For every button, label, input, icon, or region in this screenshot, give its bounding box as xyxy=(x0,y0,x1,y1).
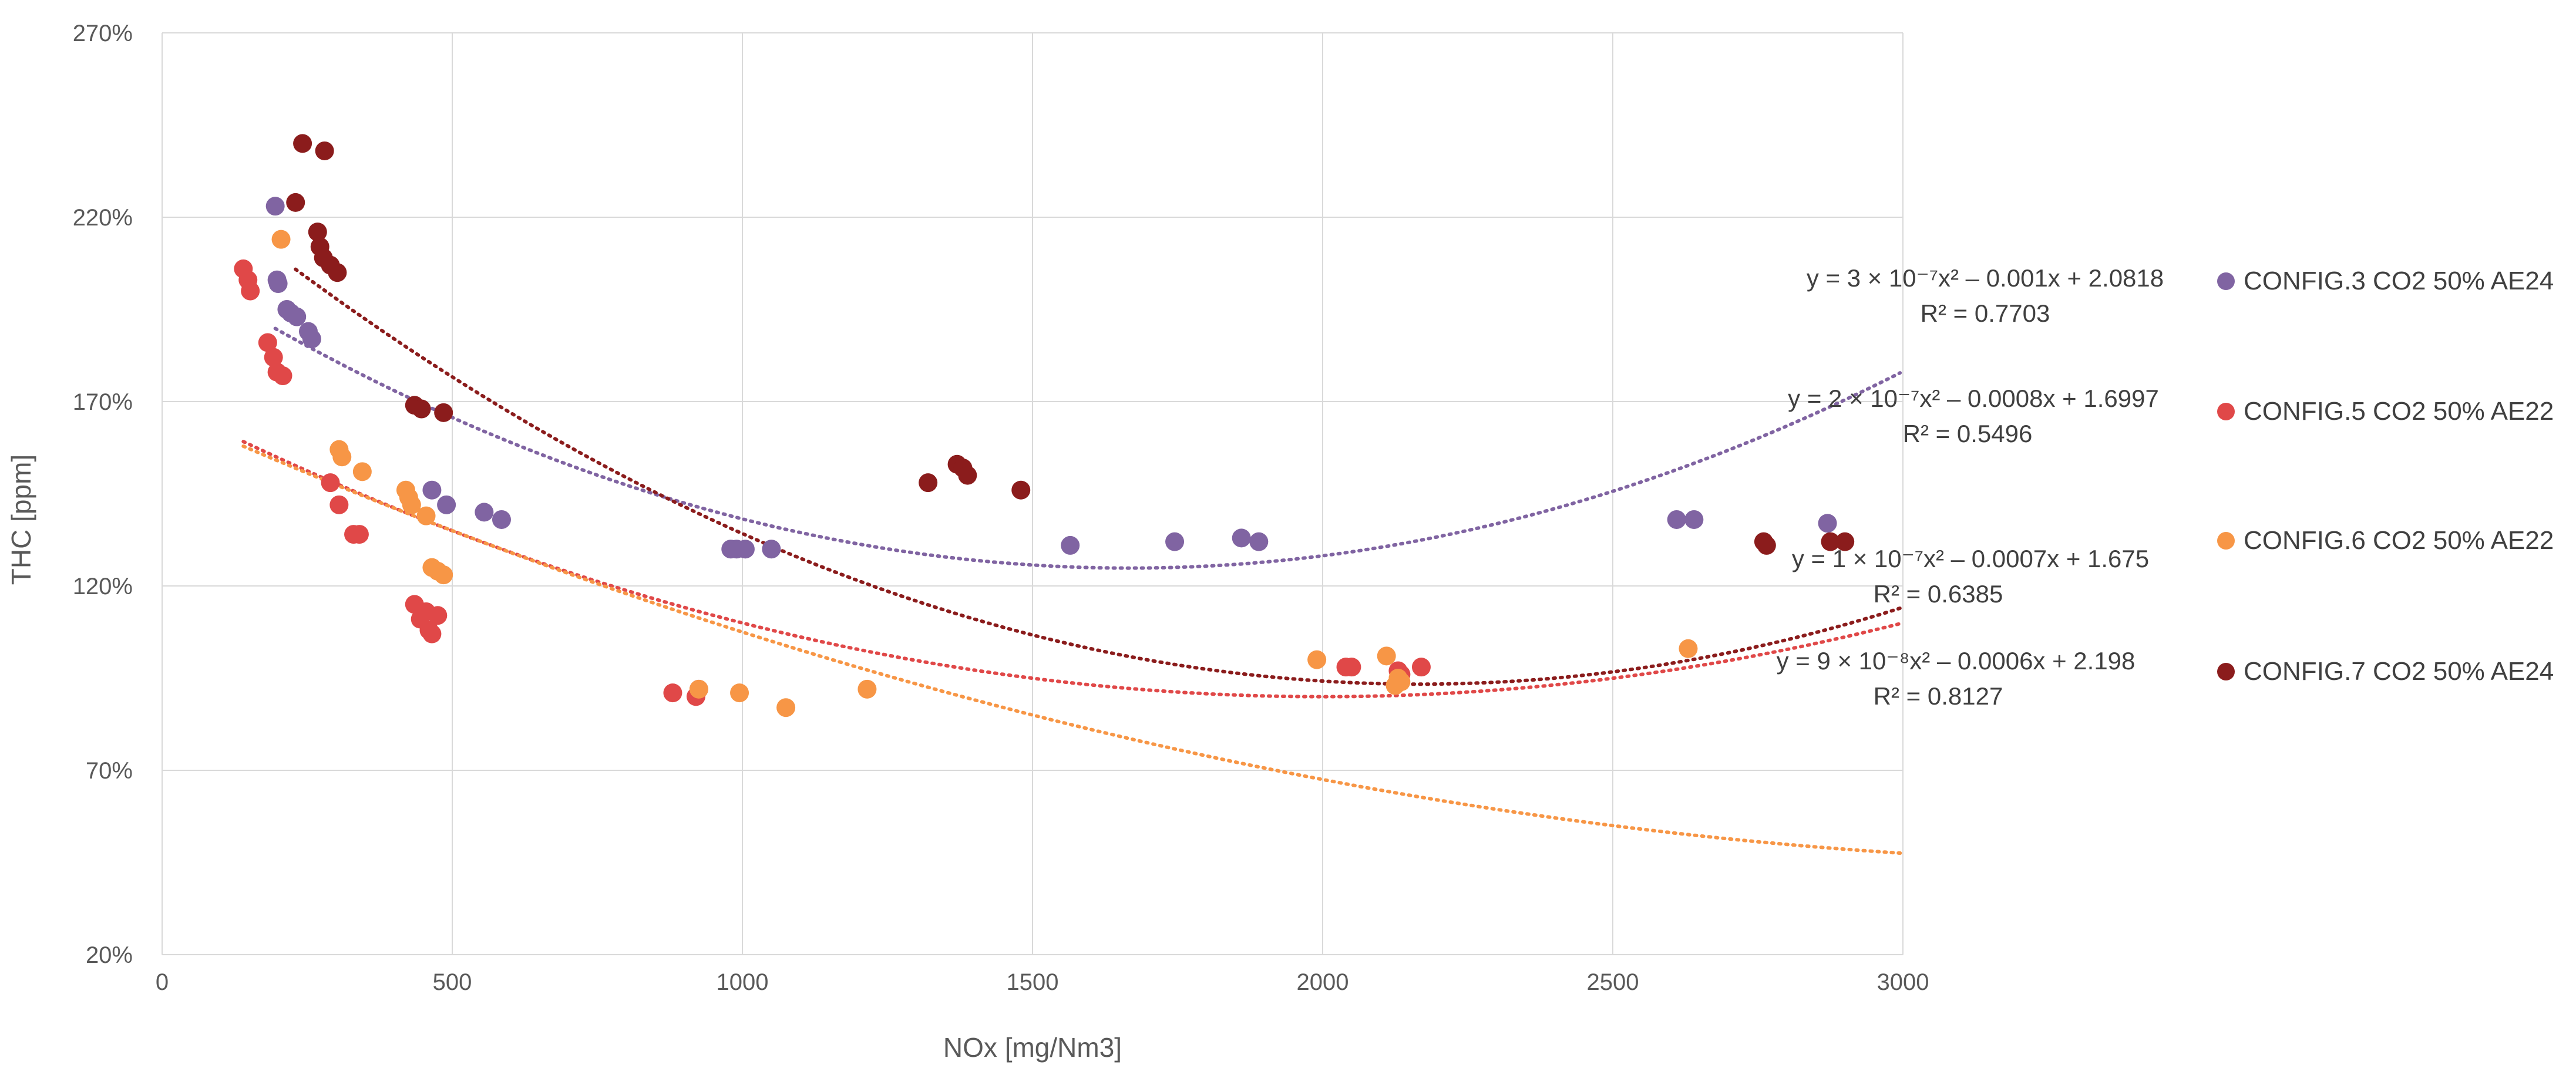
data-point-series-2 xyxy=(663,683,682,703)
data-point-series-3 xyxy=(271,230,291,249)
legend-label-1: CONFIG.3 CO2 50% AE24 xyxy=(2244,267,2554,295)
y-tick-label: 20% xyxy=(86,942,133,968)
data-point-series-1 xyxy=(268,274,288,294)
trendline-equation-4: y = 9 × 10⁻⁸x² – 0.0006x + 2.198 xyxy=(1777,647,2136,675)
data-point-series-3 xyxy=(1391,672,1411,692)
data-point-series-4 xyxy=(328,263,347,282)
legend-marker-2 xyxy=(2217,403,2235,420)
trendline-r2-4: R² = 0.8127 xyxy=(1874,682,2003,710)
data-point-series-1 xyxy=(1249,532,1269,551)
data-point-series-1 xyxy=(265,197,285,216)
data-point-series-2 xyxy=(241,281,260,301)
data-point-series-1 xyxy=(437,495,456,514)
data-point-series-3 xyxy=(730,683,749,703)
trendline-equation-2: y = 2 × 10⁻⁷x² – 0.0008x + 1.6997 xyxy=(1788,385,2159,412)
data-point-series-3 xyxy=(402,495,421,514)
x-tick-label: 2500 xyxy=(1587,969,1639,995)
data-point-series-4 xyxy=(919,473,938,493)
x-axis-title: NOx [mg/Nm3] xyxy=(943,1032,1122,1063)
x-tick-label: 0 xyxy=(156,969,169,995)
data-points xyxy=(234,134,1855,717)
trendlines xyxy=(241,267,1905,855)
trendline-series-1 xyxy=(273,326,1902,570)
legend-marker-3 xyxy=(2217,532,2235,550)
tick-labels: 0 500 1000 1500 2000 2500 3000 20% 70% 120% 170% 22… xyxy=(73,21,1929,995)
data-point-series-1 xyxy=(1818,514,1837,533)
data-point-series-4 xyxy=(286,193,305,212)
data-point-series-3 xyxy=(352,462,372,481)
x-tick-label: 2000 xyxy=(1297,969,1349,995)
data-point-series-1 xyxy=(1165,532,1185,551)
data-point-series-2 xyxy=(329,495,349,514)
data-point-series-2 xyxy=(428,606,448,625)
x-tick-label: 3000 xyxy=(1877,969,1929,995)
y-tick-label: 220% xyxy=(73,205,133,231)
y-tick-label: 270% xyxy=(73,21,133,46)
trendline-equations: y = 3 × 10⁻⁷x² – 0.001x + 2.0818 R² = 0.7… xyxy=(1777,264,2164,710)
x-tick-label: 1500 xyxy=(1007,969,1059,995)
data-point-series-4 xyxy=(1821,532,1840,551)
data-point-series-3 xyxy=(1307,650,1327,669)
data-point-series-4 xyxy=(434,403,453,422)
data-point-series-1 xyxy=(302,329,321,349)
data-point-series-4 xyxy=(1757,535,1776,555)
trendline-series-2 xyxy=(241,440,1905,699)
data-point-series-1 xyxy=(1684,510,1704,529)
data-point-series-1 xyxy=(475,503,494,522)
y-tick-label: 70% xyxy=(86,758,133,784)
data-point-series-1 xyxy=(1667,510,1686,529)
legend-label-3: CONFIG.6 CO2 50% AE22 xyxy=(2244,526,2554,555)
legend-label-2: CONFIG.5 CO2 50% AE22 xyxy=(2244,397,2554,426)
data-point-series-4 xyxy=(958,466,977,485)
data-point-series-2 xyxy=(273,366,292,386)
legend: CONFIG.3 CO2 50% AE24 CONFIG.5 CO2 50% AE… xyxy=(2217,267,2554,686)
data-point-series-1 xyxy=(1061,535,1080,555)
data-point-series-2 xyxy=(264,348,283,367)
data-point-series-3 xyxy=(332,447,352,467)
y-axis-title: THC [ppm] xyxy=(6,454,36,585)
trendline-equation-1: y = 3 × 10⁻⁷x² – 0.001x + 2.0818 xyxy=(1807,264,2164,292)
data-point-series-2 xyxy=(1411,658,1431,677)
data-point-series-1 xyxy=(287,307,307,326)
data-point-series-3 xyxy=(776,698,796,717)
trendline-equation-3: y = 1 × 10⁻⁷x² – 0.0007x + 1.675 xyxy=(1792,545,2149,572)
data-point-series-3 xyxy=(689,679,708,699)
trendline-r2-1: R² = 0.7703 xyxy=(1921,299,2050,327)
data-point-series-2 xyxy=(349,525,369,544)
data-point-series-4 xyxy=(293,134,312,153)
data-point-series-1 xyxy=(762,540,781,559)
data-point-series-1 xyxy=(1232,528,1251,548)
trendline-series-4 xyxy=(294,267,1905,686)
x-tick-label: 1000 xyxy=(717,969,769,995)
data-point-series-3 xyxy=(416,506,436,525)
data-point-series-4 xyxy=(412,399,431,419)
grid-lines xyxy=(162,32,1904,955)
data-point-series-1 xyxy=(422,480,442,500)
x-tick-label: 500 xyxy=(433,969,472,995)
trendline-r2-3: R² = 0.6385 xyxy=(1874,580,2003,608)
data-point-series-2 xyxy=(1342,658,1361,677)
y-tick-label: 170% xyxy=(73,389,133,415)
data-point-series-4 xyxy=(1835,532,1855,551)
data-point-series-2 xyxy=(258,333,277,352)
data-point-series-3 xyxy=(1679,639,1698,658)
y-tick-label: 120% xyxy=(73,574,133,599)
data-point-series-1 xyxy=(735,540,755,559)
data-point-series-2 xyxy=(321,473,340,493)
legend-label-4: CONFIG.7 CO2 50% AE24 xyxy=(2244,657,2554,686)
data-point-series-4 xyxy=(308,223,327,242)
trendline-series-3 xyxy=(241,444,1905,855)
data-point-series-3 xyxy=(434,565,453,585)
legend-marker-1 xyxy=(2217,272,2235,290)
data-point-series-4 xyxy=(315,141,334,160)
data-point-series-1 xyxy=(492,510,511,529)
trendline-r2-2: R² = 0.5496 xyxy=(1903,420,2033,447)
data-point-series-3 xyxy=(1377,646,1396,666)
data-point-series-2 xyxy=(422,624,442,643)
data-point-series-4 xyxy=(1011,480,1031,500)
legend-marker-4 xyxy=(2217,663,2235,680)
data-point-series-3 xyxy=(857,679,877,699)
